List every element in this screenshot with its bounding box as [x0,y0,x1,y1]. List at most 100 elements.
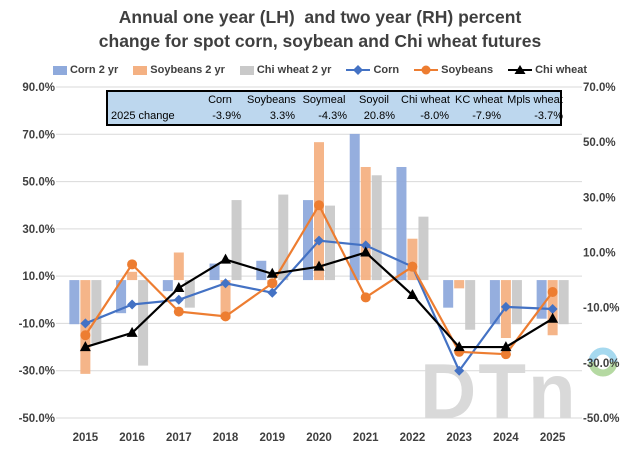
bar-corn-2-yr-2017 [162,280,173,292]
bar-soybeans-2-yr-2017 [173,252,184,281]
bar-soybeans-2-yr-2023 [454,280,465,289]
bar-corn-2-yr-2024 [489,280,500,325]
chart-title-line2: change for spot corn, soybean and Chi wh… [98,30,542,51]
corn-2yr-swatch-icon [52,65,67,75]
left-axis-tick: 30.0% [22,224,55,236]
bar-chi-wheat-2-yr-2021 [371,175,382,281]
right-axis-tick: 30.0% [583,192,616,204]
left-axis-tick: -10.0% [19,318,55,330]
legend-label: Soybeans 2 yr [150,64,225,76]
marker-corn-2025 [547,304,558,315]
table-header-chi-wheat: Chi wheat [401,94,450,106]
chart-title: Annual one year (LH) and two year (RH) p… [0,6,640,53]
table-header-mpls-wheat: Mpls wheat [507,94,563,106]
x-axis-year-label: 2025 [540,432,566,444]
marker-chi-wheat-2016 [126,326,138,337]
legend-item-corn: Corn [346,64,399,76]
legend-label: Corn 2 yr [69,64,119,76]
bar-chi-wheat-2-yr-2015 [91,280,102,344]
soybeans-line-marker-icon [414,65,439,75]
table-header-soyoil: Soyoil [359,94,389,106]
legend-item-soybeans-2yr: Soybeans 2 yr [133,64,225,76]
bar-corn-2-yr-2023 [443,280,454,308]
x-axis-year-label: 2021 [353,432,379,444]
marker-chi-wheat-2021 [360,246,372,257]
x-axis-year-label: 2024 [493,432,519,444]
bar-corn-2-yr-2020 [303,200,313,281]
legend-item-corn-2yr: Corn 2 yr [52,64,119,76]
left-axis-tick: -30.0% [19,366,55,378]
legend-label: Soybeans [441,64,494,76]
bar-corn-2-yr-2018 [209,263,220,281]
2025-change-table: Corn Soybeans Soymeal Soyoil Chi wheat K… [106,90,563,126]
legend-item-chiwheat-2yr: Chi wheat 2 yr [239,64,332,76]
dtn-logo-ring-icon [588,361,618,377]
marker-corn-2020 [314,235,324,246]
table-header-soybeans: Soybeans [247,94,296,106]
table-header-soymeal: Soymeal [302,94,346,106]
marker-chi-wheat-2018 [220,253,232,264]
right-axis-tick: 10.0% [583,248,616,260]
bar-soybeans-2-yr-2018 [220,280,231,319]
right-axis-tick: -30.0% [583,358,619,370]
marker-chi-wheat-2022 [406,289,418,300]
right-axis-tick: 50.0% [583,137,616,149]
marker-soybeans-2025 [547,286,558,297]
marker-corn-2024 [500,301,511,312]
right-axis-tick: -10.0% [583,303,619,315]
marker-chi-wheat-2020 [313,260,325,271]
chart-title-line1: Annual one year (LH) and two year (RH) p… [118,7,522,27]
marker-soybeans-2015 [80,330,91,341]
left-axis-tick: 90.0% [22,82,55,94]
dtn-watermark-logo: DTn [420,347,578,435]
chi-wheat-2yr-swatch-icon [239,65,254,75]
marker-corn-2015 [80,318,91,329]
marker-corn-2016 [127,299,138,310]
marker-soybeans-2018 [220,311,231,322]
left-axis-tick: 50.0% [22,177,55,189]
marker-chi-wheat-2025 [547,312,559,323]
left-axis-tick: 10.0% [22,271,55,283]
x-axis-year-label: 2022 [400,432,426,444]
marker-chi-wheat-2023 [453,341,465,352]
table-value-chi-wheat: -8.0% [420,110,449,122]
marker-soybeans-2016 [127,259,138,270]
table-value-soybeans: 3.3% [269,110,295,122]
marker-soybeans-2024 [500,349,511,360]
bar-chi-wheat-2-yr-2017 [184,280,195,308]
bar-chi-wheat-2-yr-2025 [558,280,569,325]
bar-chi-wheat-2-yr-2023 [465,280,476,330]
bar-soybeans-2-yr-2022 [407,238,418,281]
marker-corn-2021 [360,240,371,251]
right-axis-tick: 70.0% [583,82,616,94]
bar-chi-wheat-2-yr-2024 [511,280,522,325]
table-value-kc-wheat: -7.9% [472,110,501,122]
table-header-corn: Corn [208,94,232,106]
legend-item-soybeans: Soybeans [414,64,493,76]
dtn-logo-ring-icon [588,347,618,363]
x-axis-year-label: 2015 [73,432,99,444]
marker-corn-2019 [267,287,278,298]
bar-chi-wheat-2-yr-2018 [231,200,242,281]
marker-corn-2018 [220,278,231,289]
bar-soybeans-2-yr-2020 [314,142,324,281]
chart-legend: Corn 2 yr Soybeans 2 yr Chi wheat 2 yr C… [0,64,640,76]
bar-corn-2-yr-2016 [116,280,127,314]
marker-chi-wheat-2017 [173,281,185,292]
bar-corn-2-yr-2022 [396,166,407,281]
x-axis-year-label: 2020 [306,432,332,444]
table-value-soymeal: -4.3% [318,110,347,122]
legend-item-chiwheat: Chi wheat [508,64,587,76]
bar-corn-2-yr-2021 [349,133,360,281]
bar-chi-wheat-2-yr-2019 [278,194,289,281]
x-axis-year-label: 2018 [213,432,239,444]
table-value-soyoil: 20.8% [363,110,395,122]
legend-label: Chi wheat [535,64,588,76]
marker-soybeans-2021 [360,292,371,303]
marker-corn-2023 [454,365,465,376]
legend-label: Chi wheat 2 yr [256,64,332,76]
marker-chi-wheat-2015 [79,341,91,352]
table-header-kc-wheat: KC wheat [455,94,503,106]
bar-soybeans-2-yr-2016 [127,271,138,281]
